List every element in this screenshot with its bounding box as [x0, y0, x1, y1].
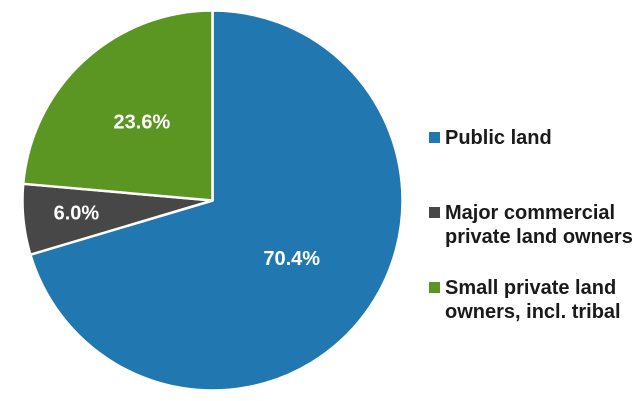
- legend-label-major-commercial-private-land-owners: Major commercial private land owners: [445, 202, 633, 248]
- chart-legend: Public land Major commercial private lan…: [429, 0, 639, 401]
- legend-marker-public-land: [429, 132, 440, 143]
- data-label-major-commercial-private-land-owners: 6.0%: [54, 202, 100, 224]
- legend-item-major-commercial-private-land-owners: Major commercial private land owners: [429, 201, 634, 249]
- legend-marker-major-commercial-private-land-owners: [429, 207, 440, 218]
- legend-item-public-land: Public land: [429, 126, 634, 150]
- legend-item-small-private-land-owners-incl-tribal: Small private land owners, incl. tribal: [429, 276, 634, 324]
- data-label-public-land: 70.4%: [263, 248, 320, 270]
- legend-marker-small-private-land-owners-incl-tribal: [429, 282, 440, 293]
- data-label-small-private-land-owners-incl-tribal: 23.6%: [114, 112, 171, 134]
- legend-label-public-land: Public land: [445, 127, 552, 149]
- pie-slice-small-private-land-owners-incl-tribal: [21, 9, 214, 202]
- legend-label-small-private-land-owners-incl-tribal: Small private land owners, incl. tribal: [445, 277, 621, 323]
- pie-slice-public-land: [29, 9, 404, 392]
